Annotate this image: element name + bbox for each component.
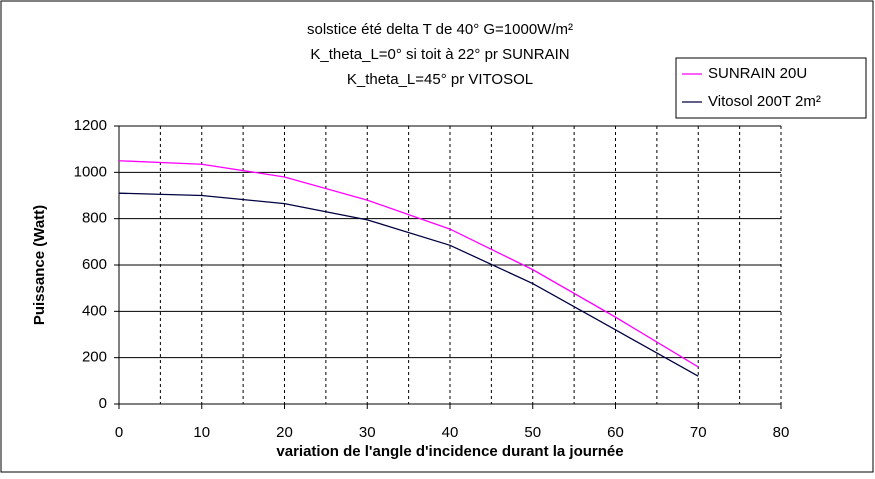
legend-label: SUNRAIN 20U — [708, 65, 807, 82]
chart-title: K_theta_L=45° pr VITOSOL — [347, 71, 533, 88]
y-axis-label: Puissance (Watt) — [31, 205, 48, 325]
x-tick-label: 10 — [193, 424, 210, 441]
y-tick-label: 800 — [82, 210, 107, 227]
y-tick-label: 600 — [82, 256, 107, 273]
x-tick-label: 70 — [690, 424, 707, 441]
data-line — [118, 160, 699, 368]
y-tick-label: 400 — [82, 302, 107, 319]
chart-title: solstice été delta T de 40° G=1000W/m² — [307, 21, 573, 38]
chart-title: K_theta_L=0° si toit à 22° pr SUNRAIN — [310, 46, 569, 63]
x-tick-label: 60 — [607, 424, 624, 441]
y-tick-label: 1000 — [74, 163, 107, 180]
x-tick-label: 50 — [524, 424, 541, 441]
x-axis-label: variation de l'angle d'incidence durant … — [276, 443, 623, 460]
x-tick-label: 20 — [276, 424, 293, 441]
x-tick-label: 40 — [442, 424, 459, 441]
legend-box — [675, 57, 867, 119]
y-tick-label: 200 — [82, 349, 107, 366]
data-line — [118, 192, 699, 377]
legend-label: Vitosol 200T 2m² — [708, 93, 821, 110]
x-tick-label: 30 — [359, 424, 376, 441]
y-tick-label: 1200 — [74, 117, 107, 134]
y-tick-label: 0 — [99, 395, 107, 412]
x-tick-label: 0 — [115, 424, 123, 441]
x-tick-label: 80 — [773, 424, 790, 441]
